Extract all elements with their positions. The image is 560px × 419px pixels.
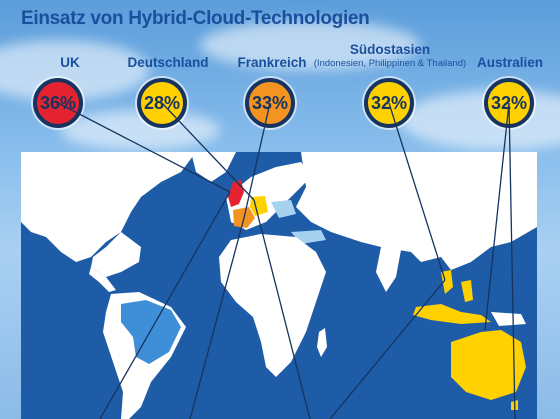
world-map [21,152,537,419]
label-deutschland: Deutschland [127,55,209,70]
badge-deutschland: 28% [137,78,187,128]
label-uk: UK [60,55,80,70]
badge-frankreich: 33% [245,78,295,128]
badge-australien: 32% [484,78,534,128]
label-frankreich: Frankreich [237,55,307,70]
badge-suedostasien: 32% [364,78,414,128]
label-australien: Australien [476,55,544,70]
badge-uk: 36% [33,78,83,128]
sublabel-suedostasien: (Indonesien, Philippinen & Thailand) [313,58,467,69]
page-title: Einsatz von Hybrid-Cloud-Technologien [21,8,370,29]
label-suedostasien: Südostasien [349,42,431,57]
